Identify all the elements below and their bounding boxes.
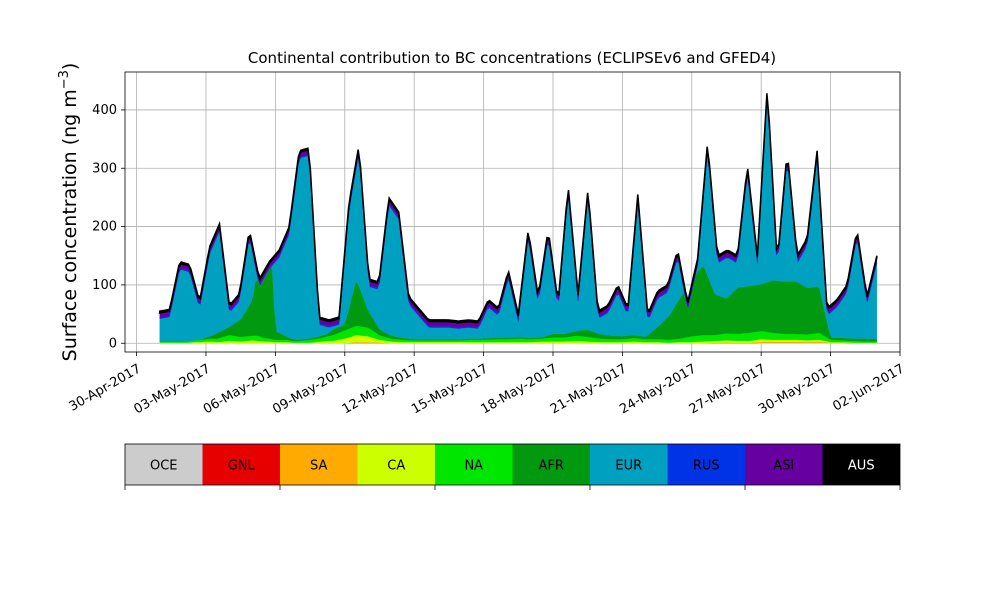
x-tick-label: 09-May-2017 [270, 361, 352, 417]
plot-frame [124, 71, 901, 353]
legend-label-oce: OCE [150, 459, 178, 474]
legend-label-rus: RUS [693, 459, 720, 474]
legend-swatch-gnl [202, 444, 280, 485]
x-tick-label: 02-Jun-2017 [830, 361, 907, 414]
legend-swatch-oce [125, 444, 203, 485]
legend-swatch-aus [822, 444, 900, 485]
legend-frame [124, 443, 901, 486]
y-tick-label: 400 [92, 103, 117, 118]
legend-swatch-sa [280, 444, 358, 485]
legend-label-eur: EUR [615, 459, 642, 474]
y-tick-label: 0 [109, 336, 117, 351]
y-tick-label: 300 [92, 161, 117, 176]
legend-label-sa: SA [310, 459, 327, 474]
x-tick-label: 21-May-2017 [548, 361, 630, 417]
x-tick-label: 15-May-2017 [409, 361, 491, 417]
legend-swatch-asi [745, 444, 823, 485]
y-axis-label-close: ) [59, 63, 81, 70]
legend-label-afr: AFR [539, 459, 564, 474]
legend-label-ca: CA [387, 459, 405, 474]
y-tick-label: 100 [92, 278, 117, 293]
legend-swatch-rus [667, 444, 745, 485]
area-aus [158, 93, 878, 324]
plot-areas [158, 93, 878, 344]
svg-text:Surface concentration (ng m−3): Surface concentration (ng m−3) [57, 63, 81, 362]
legend-swatch-eur [590, 444, 668, 485]
x-tick-label: 03-May-2017 [131, 361, 213, 417]
y-axis-label-main: Surface concentration (ng m [59, 89, 81, 361]
legend-label-aus: AUS [848, 459, 875, 474]
legend: OCE GNL SA CA NA AFR EUR RUS ASI AUS [124, 443, 901, 490]
chart-title: Continental contribution to BC concentra… [248, 49, 776, 67]
legend-swatch-na [435, 444, 513, 485]
x-tick-label: 30-May-2017 [756, 361, 838, 417]
x-tick-label: 12-May-2017 [340, 361, 422, 417]
y-axis-label: Surface concentration (ng m−3) [57, 63, 81, 362]
y-tick-label: 200 [92, 220, 117, 235]
x-tick-label: 24-May-2017 [617, 361, 699, 417]
legend-label-na: NA [464, 459, 483, 474]
x-tick-label: 06-May-2017 [201, 361, 283, 417]
legend-label-gnl: GNL [228, 459, 256, 474]
y-axis-label-sup: −3 [57, 70, 72, 89]
legend-swatch-ca [357, 444, 435, 485]
legend-swatch-afr [512, 444, 590, 485]
legend-label-asi: ASI [773, 459, 794, 474]
x-tick-label: 18-May-2017 [479, 361, 561, 417]
x-tick-label: 27-May-2017 [687, 361, 769, 417]
